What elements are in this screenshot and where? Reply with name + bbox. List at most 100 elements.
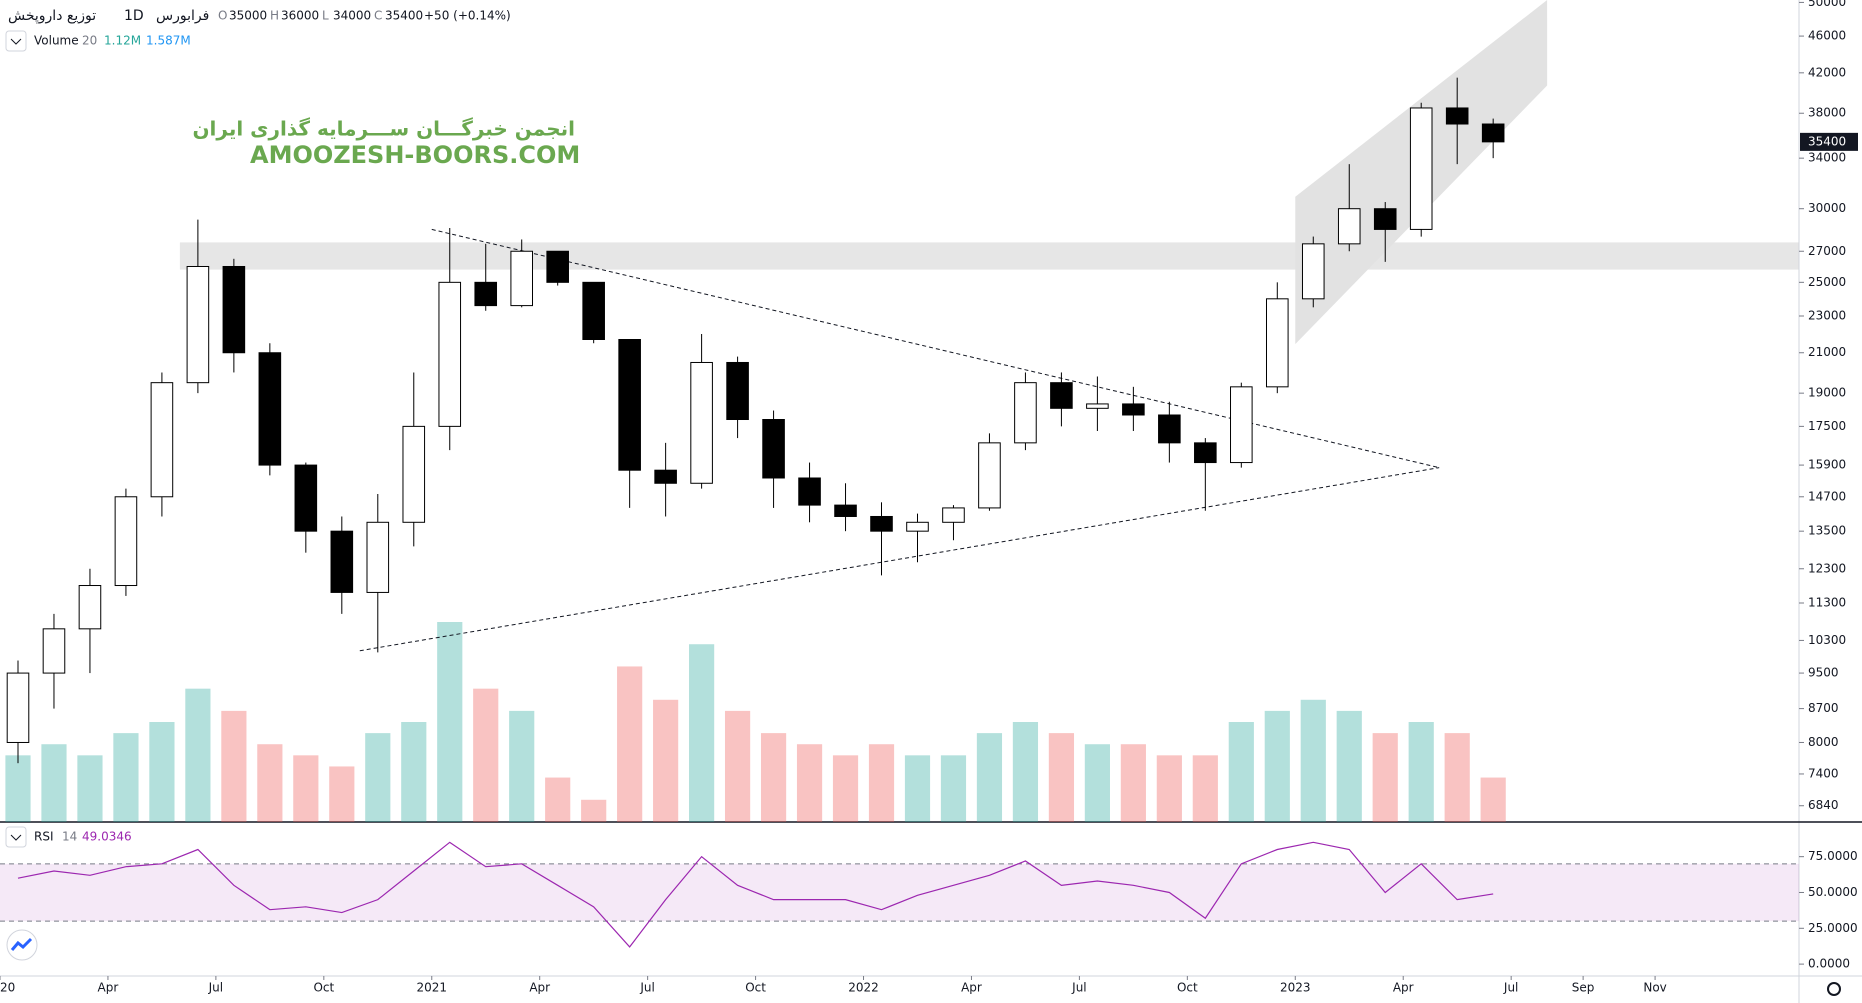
y-tick-label: 8700 <box>1808 701 1839 715</box>
y-tick-label: 46000 <box>1808 29 1846 43</box>
y-tick-label: 42000 <box>1808 65 1846 79</box>
candle-body <box>762 419 785 479</box>
candle-body <box>1230 386 1253 464</box>
y-tick-label: 15900 <box>1808 458 1846 472</box>
candle-body <box>510 250 534 307</box>
candle-body <box>978 442 1001 509</box>
x-tick-label: Oct <box>745 981 766 995</box>
chevron <box>10 38 22 45</box>
rsi-length: 14 <box>62 830 77 844</box>
candle-body <box>1481 123 1505 143</box>
volume-bar <box>617 666 643 822</box>
watermark-persian: انجمن خبرگـــان ســـرمایه گذاری ایران <box>192 117 575 141</box>
candle-body <box>1014 382 1037 444</box>
candle-body <box>834 504 857 517</box>
volume-bar <box>1372 733 1398 822</box>
ohlc-label: C <box>374 9 382 23</box>
volume-bar <box>1444 733 1470 822</box>
y-tick-label: 7400 <box>1808 766 1839 780</box>
y-tick-label: 21000 <box>1808 345 1846 359</box>
volume-bar <box>437 622 463 822</box>
collapse-button[interactable] <box>5 30 27 52</box>
volume-bar <box>41 744 67 822</box>
candle-body <box>114 496 138 587</box>
volume-bar <box>940 755 967 822</box>
logo-mark <box>10 937 33 951</box>
candle-body <box>1409 107 1433 230</box>
candle-body <box>150 382 174 498</box>
candle-body <box>1301 243 1325 300</box>
candle-body <box>942 507 965 523</box>
volume-bar <box>257 744 283 822</box>
volume-bar <box>1408 722 1434 822</box>
volume-bar <box>1084 744 1110 822</box>
candle-body <box>870 515 893 532</box>
volume-bar <box>904 755 931 822</box>
ohlc-label: L <box>322 9 329 23</box>
collapse-button[interactable] <box>5 826 27 848</box>
y-tick-label: 10300 <box>1808 633 1846 647</box>
chevron <box>10 834 22 841</box>
candle-body <box>186 265 210 384</box>
volume-bar <box>1012 722 1039 822</box>
candle-body <box>726 361 749 421</box>
y-tick-label: 19000 <box>1808 386 1846 400</box>
y-tick-label: 9500 <box>1808 666 1839 680</box>
candle-body <box>474 281 498 307</box>
volume-bar <box>796 744 823 822</box>
rsi-band <box>0 863 1799 922</box>
candle-body <box>330 530 354 593</box>
x-tick-label: Jul <box>1503 981 1518 995</box>
candle-body <box>582 281 605 341</box>
volume-bar <box>401 722 427 822</box>
candle-body <box>1050 382 1073 409</box>
volume-bar <box>329 766 355 822</box>
ohlc-value: 36000 <box>281 9 319 23</box>
candle-body <box>1337 208 1361 245</box>
y-tick-label: 14700 <box>1808 489 1846 503</box>
volume-bar <box>581 799 607 822</box>
interval: 1D <box>124 8 144 24</box>
x-tick-label: Jul <box>639 981 654 995</box>
volume-bar <box>293 755 319 822</box>
volume-bar <box>77 755 103 822</box>
candle-body <box>438 281 462 427</box>
candle-body <box>1265 298 1289 388</box>
volume-bar <box>365 733 391 822</box>
volume-ma-value: 1.587M <box>146 34 191 48</box>
volume-bar <box>1048 733 1075 822</box>
ohlc-value: 35400 <box>385 9 423 23</box>
volume-bar <box>1120 744 1146 822</box>
trendline <box>359 467 1440 652</box>
volume-bar <box>1228 722 1254 822</box>
candle-body <box>1445 107 1469 125</box>
ohlc-label: O <box>218 9 227 23</box>
volume-bar <box>832 755 859 822</box>
y-tick-label: 8000 <box>1808 735 1839 749</box>
y-tick-label: 34000 <box>1808 151 1846 165</box>
candle-body <box>1086 403 1109 409</box>
trendline <box>431 228 1440 469</box>
x-tick-label: 2023 <box>1280 981 1311 995</box>
x-tick-label: Apr <box>961 981 982 995</box>
change: +50 (+0.14%) <box>424 9 511 23</box>
volume-bar <box>1156 755 1182 822</box>
volume-bar <box>868 744 895 822</box>
rsi-value: 49.0346 <box>82 830 132 844</box>
volume-bar <box>653 699 679 822</box>
volume-bar <box>509 710 535 822</box>
volume-bar <box>1480 777 1506 822</box>
x-tick-label: Jul <box>208 981 223 995</box>
candle-body <box>6 672 30 743</box>
y-tick-label: 50000 <box>1808 0 1846 9</box>
x-tick-label: 2020 <box>0 981 15 995</box>
candle-body <box>1194 442 1217 464</box>
symbol: توزیع داروپخش <box>8 8 96 24</box>
volume-bar <box>149 722 175 822</box>
volume-bar <box>976 733 1003 822</box>
settings-button[interactable] <box>1827 982 1841 996</box>
x-tick-label: Jul <box>1071 981 1086 995</box>
y-tick-label: 13500 <box>1808 524 1846 538</box>
